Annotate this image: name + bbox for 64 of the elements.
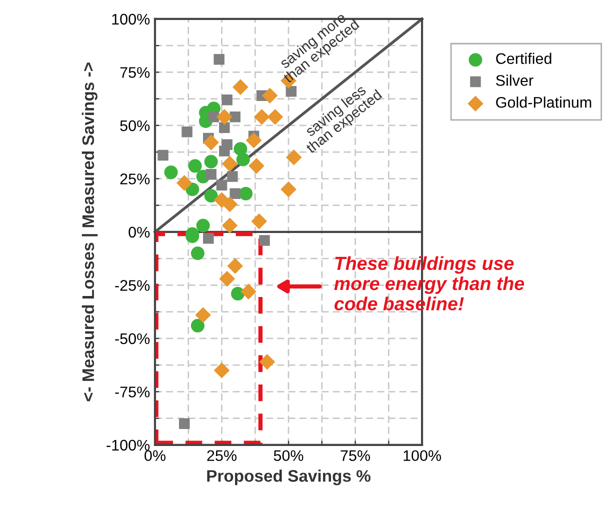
point xyxy=(219,146,230,156)
point xyxy=(240,284,256,300)
point xyxy=(208,112,220,122)
point xyxy=(219,270,236,287)
point xyxy=(216,180,228,190)
point xyxy=(195,307,211,323)
point xyxy=(227,171,238,182)
y-tick-label: -75% xyxy=(115,386,150,398)
y-tick-label: 75% xyxy=(120,67,150,78)
y-tick-label: 25% xyxy=(120,174,150,184)
x-tick-label: 75% xyxy=(340,450,370,462)
point xyxy=(203,134,219,150)
y-tick-label: -25% xyxy=(115,280,150,291)
point xyxy=(222,94,232,106)
point xyxy=(267,109,284,125)
y-axis-title: <- Measured Losses | Measured Savings -> xyxy=(82,62,98,402)
point xyxy=(280,181,296,198)
point xyxy=(262,88,278,104)
point xyxy=(227,258,244,274)
point xyxy=(214,362,230,378)
point xyxy=(158,150,168,161)
point xyxy=(190,246,204,260)
y-tick-label: 100% xyxy=(112,14,150,25)
legend-label: Gold-Platinum xyxy=(496,96,592,108)
point xyxy=(182,126,192,138)
point xyxy=(216,109,232,125)
point xyxy=(248,158,264,174)
point xyxy=(222,156,238,172)
point xyxy=(214,54,224,65)
point xyxy=(219,122,230,133)
point xyxy=(222,218,238,234)
x-tick-label: 100% xyxy=(404,450,442,462)
y-tick-label: 50% xyxy=(120,120,150,132)
point xyxy=(188,159,202,173)
y-tick-label: 0% xyxy=(128,226,150,238)
point xyxy=(190,318,204,332)
point xyxy=(222,196,238,212)
point xyxy=(203,232,214,244)
point xyxy=(259,354,276,370)
x-tick-label: 50% xyxy=(274,450,304,462)
point xyxy=(204,188,218,202)
point xyxy=(204,154,218,168)
point xyxy=(164,166,178,180)
y-tick-label: -100% xyxy=(106,440,150,451)
x-axis-title: Proposed Savings % xyxy=(207,470,371,486)
point xyxy=(178,418,190,430)
point xyxy=(196,218,210,232)
point xyxy=(232,79,248,96)
point xyxy=(236,152,250,166)
point xyxy=(254,109,270,125)
y-tick-label: -50% xyxy=(115,333,150,344)
point xyxy=(251,213,268,230)
point xyxy=(176,175,192,191)
legend-label: Certified xyxy=(496,52,552,64)
x-tick-label: 0% xyxy=(144,450,166,462)
point xyxy=(230,112,240,122)
x-tick-label: 25% xyxy=(207,450,236,462)
point xyxy=(286,149,302,166)
point xyxy=(246,132,262,148)
legend-label: Silver xyxy=(496,74,534,86)
point xyxy=(230,188,240,199)
point xyxy=(259,235,270,246)
point xyxy=(239,186,253,200)
point xyxy=(206,169,216,180)
